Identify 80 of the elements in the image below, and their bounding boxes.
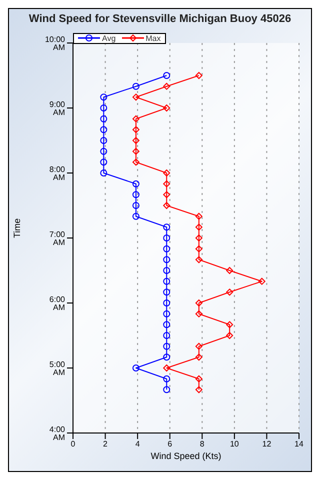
- point: [195, 256, 202, 264]
- x-tick-label: 6: [168, 440, 173, 449]
- point: [132, 137, 140, 144]
- x-tick-label: 10: [230, 440, 240, 449]
- x-tick-label: 14: [294, 440, 304, 449]
- point: [163, 288, 170, 296]
- point: [132, 94, 140, 101]
- point: [163, 300, 170, 306]
- point: [132, 126, 140, 134]
- point: [100, 158, 108, 166]
- point: [163, 278, 170, 285]
- point: [163, 202, 170, 209]
- chart-title: Wind Speed for Stevensville Michigan Buoy 45026: [28, 12, 292, 27]
- point: [226, 288, 234, 296]
- point: [163, 332, 170, 339]
- y-tick-label: 8:00 AM: [49, 164, 66, 182]
- point: [163, 82, 170, 90]
- point: [226, 267, 234, 274]
- point: [132, 212, 140, 220]
- x-tick-label: 0: [70, 440, 76, 449]
- legend-label: Max: [146, 34, 161, 42]
- x-tick-label: 4: [135, 440, 140, 449]
- y-axis-title: Time: [12, 218, 22, 238]
- point: [132, 148, 140, 155]
- point: [195, 72, 202, 79]
- point: [132, 115, 140, 122]
- y-tick-label: 6:00 AM: [49, 294, 66, 312]
- point: [195, 245, 202, 252]
- y-tick-label: 7:00 AM: [49, 230, 66, 247]
- x-tick-label: 12: [262, 440, 272, 449]
- point: [100, 137, 108, 144]
- point: [132, 191, 140, 198]
- point: [132, 364, 140, 372]
- point: [100, 148, 108, 155]
- point: [163, 321, 170, 328]
- point: [132, 180, 140, 188]
- point: [226, 332, 234, 339]
- point: [195, 310, 202, 318]
- y-tick-label: 9:00 AM: [49, 100, 66, 117]
- point: [195, 234, 202, 242]
- x-tick-label: 2: [103, 440, 108, 449]
- x-axis-title: Wind Speed (Kts): [150, 451, 222, 461]
- legend-label: Avg: [102, 34, 116, 42]
- point: [132, 202, 140, 209]
- point: [132, 82, 140, 90]
- point: [100, 126, 108, 134]
- point: [195, 224, 202, 231]
- point: [100, 115, 108, 122]
- point: [163, 170, 170, 176]
- point: [163, 310, 170, 318]
- point: [132, 158, 140, 166]
- point: [163, 104, 170, 112]
- point: [163, 191, 170, 198]
- point: [195, 212, 202, 220]
- point: [163, 364, 170, 372]
- point: [163, 256, 170, 264]
- y-tick-label: 4:00 AM: [49, 424, 66, 442]
- point: [195, 342, 202, 350]
- x-tick-label: 8: [200, 440, 205, 449]
- point: [163, 234, 170, 242]
- point: [163, 386, 170, 394]
- point: [195, 300, 202, 306]
- point: [163, 72, 170, 79]
- point: [100, 104, 108, 112]
- point: [163, 224, 170, 231]
- point: [195, 354, 202, 361]
- point: [163, 180, 170, 188]
- point: [163, 342, 170, 350]
- point: [195, 386, 202, 394]
- point: [100, 170, 108, 176]
- y-tick-label: 5:00 AM: [49, 360, 66, 377]
- point: [163, 245, 170, 252]
- point: [258, 278, 266, 285]
- point: [163, 267, 170, 274]
- point: [163, 375, 170, 382]
- point: [100, 94, 108, 101]
- y-tick-label: 10:00 AM: [44, 34, 66, 52]
- point: [226, 321, 234, 328]
- point: [195, 375, 202, 382]
- point: [163, 354, 170, 361]
